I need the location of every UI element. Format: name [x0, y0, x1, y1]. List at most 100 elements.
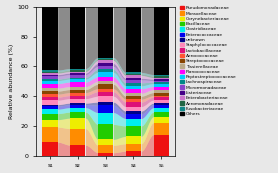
Bar — [70, 69, 85, 70]
Bar — [153, 117, 169, 123]
Bar — [42, 142, 58, 156]
Bar — [126, 78, 141, 80]
Bar — [70, 99, 85, 103]
Bar — [70, 75, 85, 78]
Bar — [70, 90, 85, 93]
Bar — [153, 81, 169, 82]
Bar — [42, 100, 58, 105]
Bar — [153, 75, 169, 76]
Bar — [153, 105, 169, 108]
Bar — [98, 139, 113, 145]
Bar — [98, 57, 113, 59]
Bar — [42, 97, 58, 100]
Bar — [42, 79, 58, 81]
Bar — [42, 76, 58, 79]
Bar — [42, 127, 58, 142]
Bar — [42, 91, 58, 94]
Bar — [98, 113, 113, 124]
Bar — [42, 120, 58, 127]
Bar — [70, 82, 85, 86]
Bar — [126, 114, 141, 119]
Bar — [98, 153, 113, 156]
Bar — [70, 118, 85, 129]
Bar — [42, 105, 58, 106]
Bar — [42, 70, 58, 72]
Bar — [126, 144, 141, 151]
Bar — [42, 84, 58, 88]
Bar — [70, 112, 85, 118]
Bar — [126, 83, 141, 86]
Bar — [42, 75, 58, 76]
Bar — [153, 97, 169, 100]
Bar — [153, 76, 169, 78]
Bar — [153, 78, 169, 79]
Bar — [42, 73, 58, 75]
Bar — [42, 81, 58, 84]
Bar — [70, 108, 85, 112]
Bar — [126, 86, 141, 89]
Bar — [70, 103, 85, 105]
Bar — [98, 66, 113, 69]
Bar — [126, 99, 141, 102]
Bar — [98, 92, 113, 96]
Bar — [98, 102, 113, 105]
Bar — [126, 136, 141, 144]
Bar — [98, 145, 113, 153]
Bar — [126, 126, 141, 136]
Bar — [153, 93, 169, 96]
Bar — [126, 7, 141, 72]
Bar — [153, 135, 169, 156]
Bar — [70, 7, 85, 69]
Bar — [98, 69, 113, 72]
Bar — [70, 79, 85, 82]
Bar — [70, 73, 85, 75]
Bar — [126, 102, 141, 107]
Y-axis label: Relative abundance (%): Relative abundance (%) — [9, 44, 14, 119]
Bar — [42, 106, 58, 109]
Bar — [70, 86, 85, 90]
Bar — [126, 107, 141, 111]
Bar — [70, 93, 85, 96]
Bar — [126, 111, 141, 114]
Bar — [153, 112, 169, 117]
Bar — [70, 96, 85, 99]
Bar — [70, 105, 85, 108]
Bar — [98, 84, 113, 89]
Bar — [98, 77, 113, 81]
Bar — [42, 114, 58, 120]
Bar — [153, 96, 169, 97]
Bar — [126, 80, 141, 83]
Bar — [98, 124, 113, 139]
Bar — [153, 100, 169, 103]
Bar — [126, 119, 141, 126]
Bar — [98, 81, 113, 84]
Bar — [126, 74, 141, 75]
Bar — [98, 89, 113, 92]
Bar — [42, 109, 58, 114]
Bar — [42, 94, 58, 97]
Bar — [126, 72, 141, 74]
Bar — [126, 96, 141, 99]
Bar — [70, 78, 85, 79]
Bar — [98, 59, 113, 61]
Bar — [98, 61, 113, 63]
Bar — [70, 129, 85, 145]
Bar — [153, 84, 169, 86]
Bar — [126, 151, 141, 156]
Bar — [70, 145, 85, 156]
Bar — [153, 86, 169, 90]
Bar — [153, 108, 169, 112]
Bar — [153, 82, 169, 84]
Bar — [126, 89, 141, 93]
Bar — [153, 90, 169, 93]
Bar — [42, 88, 58, 91]
Bar — [98, 105, 113, 113]
Bar — [98, 63, 113, 66]
Bar — [153, 103, 169, 105]
Bar — [153, 79, 169, 81]
Bar — [153, 7, 169, 75]
Bar — [98, 72, 113, 77]
Bar — [70, 70, 85, 72]
Bar — [70, 72, 85, 73]
Bar — [153, 123, 169, 135]
